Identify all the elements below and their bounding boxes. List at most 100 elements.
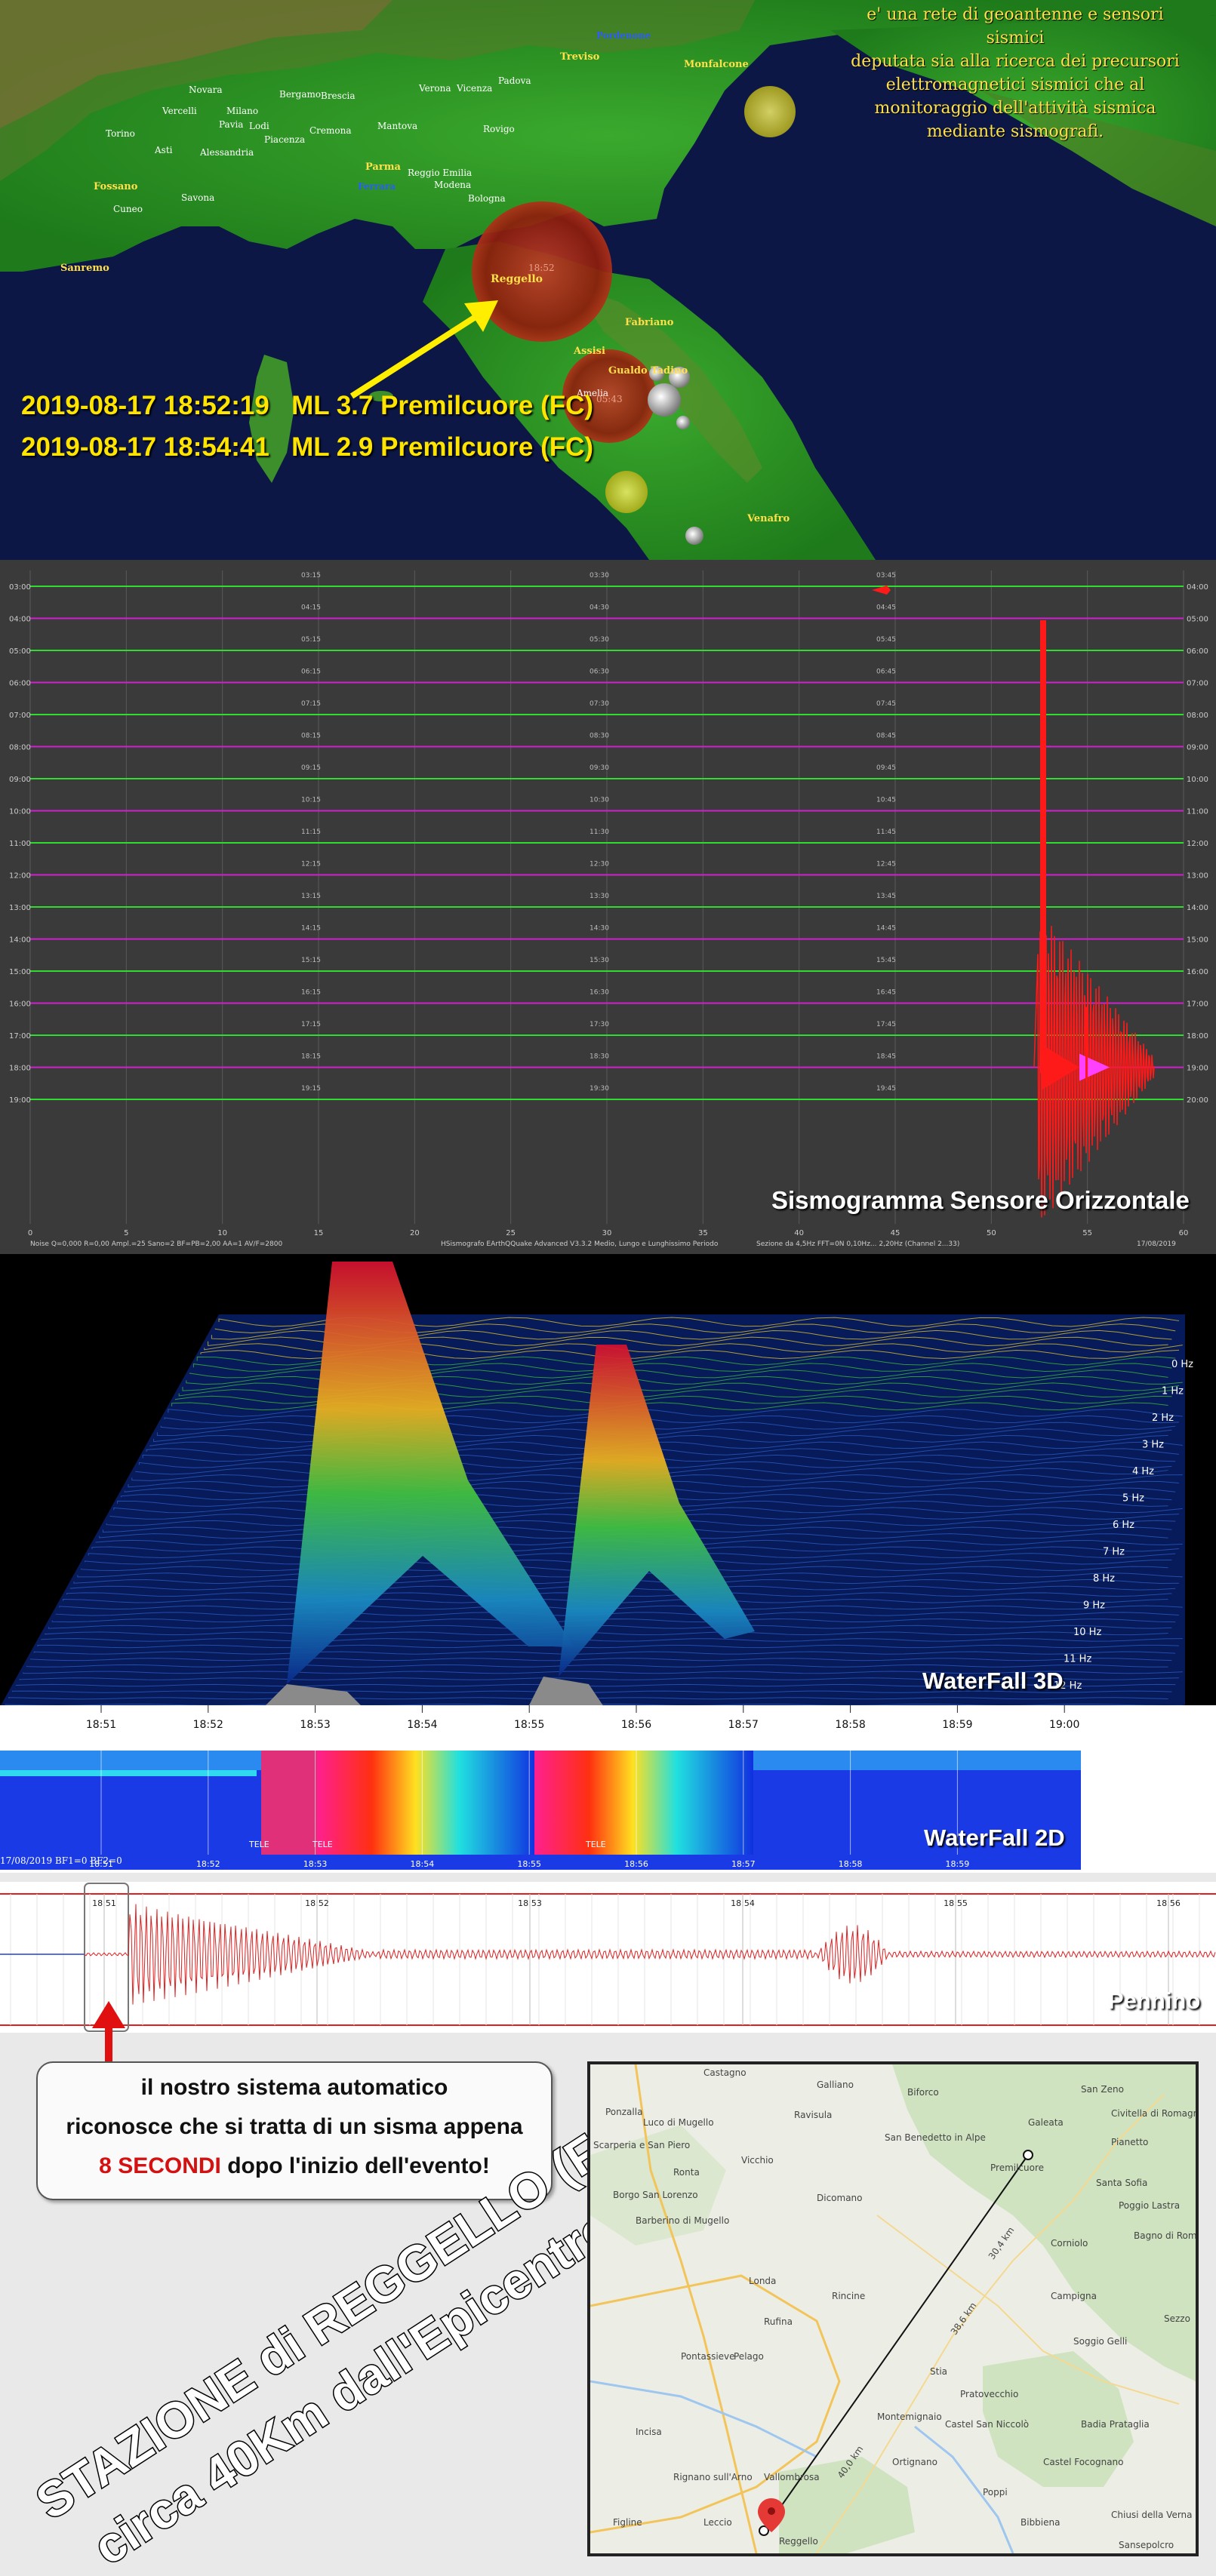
time-label-col: 05:15: [301, 636, 321, 644]
time-label-col: 10:30: [590, 797, 609, 804]
station-label: Reggello: [491, 273, 543, 285]
time-label-left: 14:00: [9, 936, 31, 945]
x-tick-label: 40: [794, 1229, 804, 1237]
time-label-col: 12:15: [301, 861, 321, 868]
network-description: e' una rete di geoantenne e sensori sism…: [838, 3, 1193, 143]
time-label-col: 16:15: [301, 989, 321, 997]
time-label-col: 16:30: [590, 989, 609, 997]
time-label-col: 11:45: [876, 828, 896, 836]
route-map-graphic: [590, 2064, 1196, 2553]
time-label: 18:53: [300, 1719, 330, 1731]
map-town: Bibbiena: [1021, 2517, 1061, 2528]
freq-label: 6 Hz: [1113, 1520, 1134, 1531]
waterfall-2d-title: WaterFall 2D: [924, 1824, 1065, 1851]
event-circle-grey-1: [648, 383, 681, 417]
map-town: Corniolo: [1051, 2238, 1088, 2249]
time-label-col: 15:15: [301, 957, 321, 964]
time-label-col: 17:45: [876, 1021, 896, 1028]
map-town: San Benedetto in Alpe: [885, 2132, 986, 2143]
callout-highlight: 8 SECONDI: [99, 2153, 221, 2178]
time-label-right: 08:00: [1187, 712, 1208, 720]
time-label-col: 07:15: [301, 700, 321, 708]
event-circle-grey-4: [676, 416, 690, 429]
waterfall-ridge: [41, 1638, 1183, 1642]
time-label-col: 15:30: [590, 957, 609, 964]
route-map: 38,6 km 40,0 km 30,4 km Castagno Ravisul…: [587, 2061, 1199, 2556]
town-label: Sanremo: [60, 263, 109, 274]
map-town: Leccio: [703, 2517, 732, 2528]
time-label-left: 12:00: [9, 872, 31, 881]
time-label-right: 16:00: [1187, 968, 1208, 976]
x-tick-label: 0: [28, 1229, 32, 1237]
time-label-col: 12:30: [590, 861, 609, 868]
station-subtitle: circa 40Km dall'Epicentro: [82, 2196, 624, 2576]
pen-background: [0, 1882, 1216, 2033]
map-town: Campigna: [1051, 2291, 1097, 2301]
time-label-right: 15:00: [1187, 936, 1208, 945]
time-label-left: 17:00: [9, 1032, 31, 1041]
tele-marker: TELE: [312, 1840, 333, 1849]
waterfall-ridge: [37, 1644, 1180, 1649]
map-town: Pianetto: [1111, 2137, 1149, 2147]
town-label: Mantova: [377, 121, 418, 131]
freq-label: 12 Hz: [1054, 1680, 1082, 1692]
map-town: Vicchio: [741, 2155, 774, 2166]
seismogram-chart: 0 5 10 15 20 25 30 35 40 45 50 55 60 03:00 04:00 03:15 0…: [0, 560, 1216, 1254]
waterfall-2d-event-1: [317, 1751, 536, 1855]
time-label-left: 18:00: [9, 1065, 31, 1073]
time-label-col: 11:15: [301, 828, 321, 836]
town-label: Torino: [106, 128, 135, 139]
town-label: Modena: [434, 180, 472, 190]
x-tick-label: 20: [410, 1229, 420, 1237]
map-town: Rincine: [832, 2291, 866, 2301]
time-label-col: 14:45: [876, 925, 896, 933]
waterfall-2d-status: 17/08/2019 BF1=0 BF2=0: [0, 1855, 122, 1866]
callout-line-3: 8 SECONDI dopo l'inizio dell'evento!: [38, 2153, 551, 2179]
intro-line: elettromagnetici sismici che al: [885, 75, 1145, 94]
event-2-desc: ML 2.9 Premilcuore (FC): [291, 432, 594, 462]
time-label: 18:57: [728, 1719, 759, 1731]
map-town: Reggello: [779, 2536, 818, 2547]
time-label-col: 08:45: [876, 733, 896, 740]
waterfall-3d-chart: 0 Hz 1 Hz 2 Hz 3 Hz 4 Hz 5 Hz 6 Hz 7 Hz 8 Hz 9 Hz…: [0, 1262, 1216, 1751]
map-town: Castel San Niccolò: [945, 2419, 1030, 2430]
time-label-right: 11:00: [1187, 808, 1208, 816]
map-town: Chiusi della Verna: [1111, 2510, 1193, 2520]
map-town: Bagno di Romagna: [1134, 2230, 1197, 2241]
time-label-col: 04:30: [590, 604, 609, 612]
town-label: Lodi: [249, 121, 269, 131]
map-town: Ortignano: [892, 2457, 937, 2467]
time-label: 18:54: [411, 1859, 435, 1869]
freq-label: 10 Hz: [1073, 1627, 1101, 1638]
town-label: Vercelli: [162, 106, 197, 116]
time-label-left: 16:00: [9, 1001, 31, 1009]
map-town: Ponzalla: [605, 2107, 643, 2117]
time-label: 18:51: [89, 1859, 113, 1869]
time-label-col: 05:45: [876, 636, 896, 644]
time-label-col: 12:45: [876, 861, 896, 868]
waterfall-3d-title: WaterFall 3D: [922, 1668, 1064, 1694]
time-label-left: 09:00: [9, 776, 31, 784]
time-label-right: 06:00: [1187, 647, 1208, 656]
waterfall-ridge: [33, 1651, 1176, 1655]
event-circle-lazio: [605, 471, 648, 513]
map-town: Rignano sull'Arno: [673, 2472, 753, 2482]
x-tick-label: 5: [124, 1229, 128, 1237]
waterfall-event-1: [287, 1262, 574, 1684]
time-label-col: 03:30: [590, 572, 609, 579]
town-label: Gualdo Tadino: [608, 365, 688, 377]
time-label: 18:56: [624, 1859, 648, 1869]
arrow-shaft: [349, 314, 478, 399]
map-town: Galeata: [1028, 2117, 1064, 2128]
time-label-col: 14:30: [590, 925, 609, 933]
time-label-col: 19:45: [876, 1085, 896, 1093]
waterfall-2d-panel: 18:51 18:52 18:53 18:54 18:55 18:56 18:57 18:58…: [0, 1751, 1216, 1873]
time-label: 18:57: [731, 1859, 756, 1869]
seismogram-footer-right: Sezione da 4,5Hz FFT=0N 0,10Hz... 2,20Hz…: [756, 1240, 960, 1248]
time-label-col: 09:30: [590, 764, 609, 772]
map-town: Scarperia e San Piero: [593, 2140, 691, 2150]
freq-label: 0 Hz: [1171, 1359, 1193, 1370]
map-town: Poppi: [983, 2487, 1008, 2498]
time-label-col: 11:30: [590, 828, 609, 836]
time-label-left: 03:00: [9, 583, 31, 592]
